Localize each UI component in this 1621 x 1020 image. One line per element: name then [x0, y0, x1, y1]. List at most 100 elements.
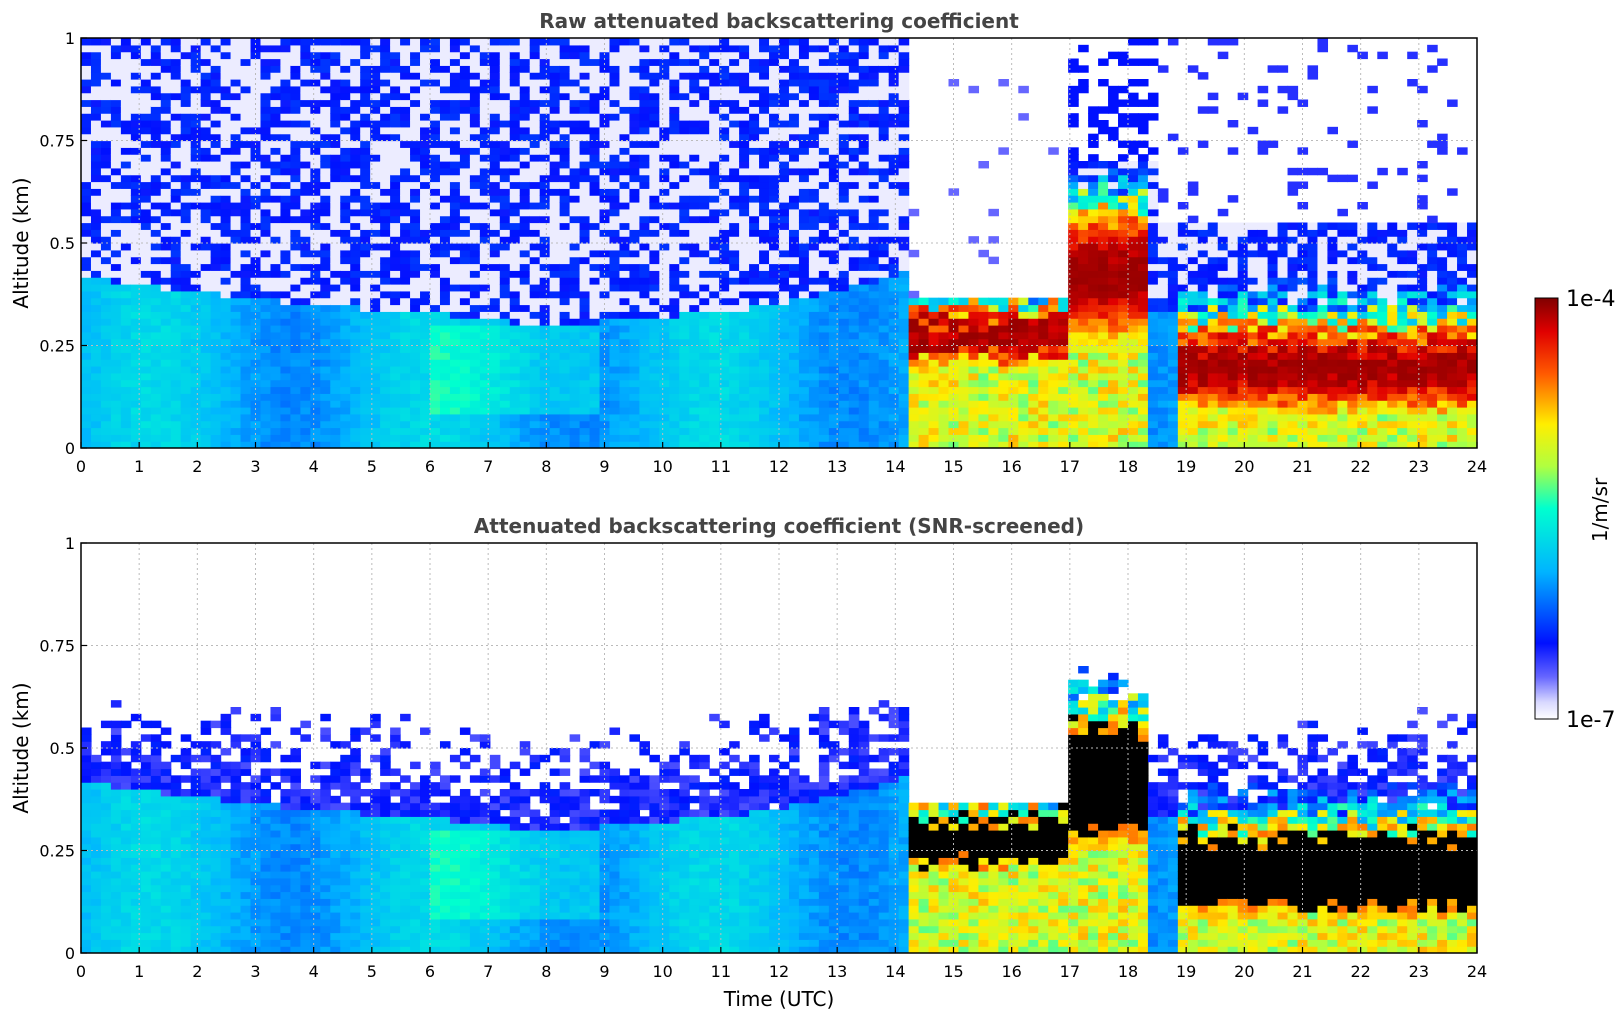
heatmap-cell	[140, 249, 152, 258]
heatmap-cell	[769, 202, 780, 210]
heatmap-cell	[689, 58, 700, 66]
heatmap-cell	[280, 236, 291, 244]
heatmap-cell	[609, 290, 621, 299]
heatmap-cell	[749, 256, 760, 265]
heatmap-cell	[449, 222, 461, 230]
heatmap-cell	[449, 359, 461, 367]
heatmap-cell	[719, 44, 730, 53]
heatmap-cell	[100, 120, 112, 128]
heatmap-cell	[190, 311, 202, 319]
heatmap-cell	[519, 345, 531, 353]
heatmap-cell	[509, 249, 521, 258]
heatmap-cell	[350, 407, 361, 415]
heatmap-cell	[848, 85, 860, 94]
heatmap-cell	[679, 72, 690, 80]
heatmap-cell	[360, 441, 371, 448]
heatmap-cell	[858, 126, 870, 135]
heatmap-cell	[270, 167, 282, 176]
heatmap-cell	[290, 222, 301, 230]
heatmap-cell	[300, 434, 311, 442]
heatmap-cell	[848, 106, 860, 114]
heatmap-cell	[280, 106, 291, 114]
heatmap-cell	[300, 92, 311, 101]
heatmap-cell	[260, 386, 272, 394]
heatmap-cell	[788, 38, 800, 46]
heatmap-cell	[808, 106, 820, 114]
heatmap-cell	[400, 215, 411, 224]
heatmap-cell	[380, 208, 391, 217]
heatmap-cell	[270, 85, 282, 94]
heatmap-cell	[200, 106, 212, 114]
heatmap-cell	[449, 325, 461, 333]
heatmap-cell	[300, 297, 311, 306]
heatmap-cell	[370, 208, 381, 217]
heatmap-cell	[788, 311, 800, 319]
heatmap-cell	[260, 372, 272, 381]
heatmap-cell	[250, 147, 262, 155]
heatmap-cell	[798, 208, 810, 217]
heatmap-cell	[489, 263, 501, 271]
heatmap-cell	[828, 413, 840, 422]
heatmap-cell	[290, 400, 301, 408]
heatmap-cell	[110, 167, 122, 176]
heatmap-cell	[81, 393, 92, 401]
heatmap-cell	[410, 352, 421, 360]
heatmap-cell	[769, 338, 780, 347]
heatmap-cell	[818, 270, 830, 278]
heatmap-cell	[100, 113, 112, 121]
heatmap-cell	[230, 92, 242, 101]
heatmap-cell	[589, 181, 601, 189]
heatmap-cell	[260, 318, 272, 326]
heatmap-cell	[320, 386, 331, 394]
heatmap-cell	[659, 133, 670, 142]
heatmap-cell	[300, 161, 311, 169]
heatmap-cell	[210, 72, 222, 80]
heatmap-cell	[220, 236, 232, 244]
heatmap-cell	[569, 38, 581, 46]
heatmap-cell	[81, 44, 92, 53]
heatmap-cell	[679, 44, 690, 53]
heatmap-cell	[878, 379, 890, 388]
heatmap-cell	[200, 352, 212, 360]
heatmap-cell	[370, 331, 381, 340]
heatmap-cell	[270, 434, 282, 442]
heatmap-cell	[370, 99, 381, 107]
heatmap-cell	[420, 434, 431, 442]
heatmap-cell	[370, 92, 381, 101]
heatmap-cell	[240, 366, 252, 374]
heatmap-cell	[210, 318, 222, 326]
heatmap-cell	[719, 113, 730, 121]
heatmap-cell	[280, 44, 291, 53]
heatmap-cell	[878, 311, 890, 319]
heatmap-cell	[639, 352, 650, 360]
heatmap-cell	[310, 51, 321, 60]
heatmap-cell	[739, 85, 750, 94]
heatmap-cell	[838, 434, 850, 442]
heatmap-cell	[330, 413, 341, 422]
heatmap-cell	[420, 325, 431, 333]
heatmap-cell	[699, 427, 710, 435]
heatmap-cell	[858, 65, 870, 73]
heatmap-cell	[838, 65, 850, 73]
heatmap-cell	[808, 413, 820, 422]
heatmap-cell	[150, 181, 162, 189]
heatmap-cell	[549, 434, 561, 442]
heatmap-cell	[469, 379, 481, 388]
heatmap-cell	[340, 427, 351, 435]
heatmap-cell	[878, 147, 890, 155]
heatmap-cell	[489, 215, 501, 224]
heatmap-cell	[230, 44, 242, 53]
heatmap-cell	[898, 133, 910, 142]
heatmap-cell	[589, 304, 601, 312]
heatmap-cell	[320, 243, 331, 251]
heatmap-cell	[509, 140, 521, 148]
heatmap-cell	[180, 85, 192, 94]
heatmap-cell	[868, 379, 880, 388]
heatmap-cell	[250, 243, 262, 251]
heatmap-cell	[669, 338, 680, 347]
heatmap-cell	[769, 284, 780, 292]
heatmap-cell	[380, 413, 391, 422]
heatmap-cell	[499, 195, 511, 203]
heatmap-cell	[729, 181, 740, 189]
heatmap-cell	[838, 277, 850, 285]
